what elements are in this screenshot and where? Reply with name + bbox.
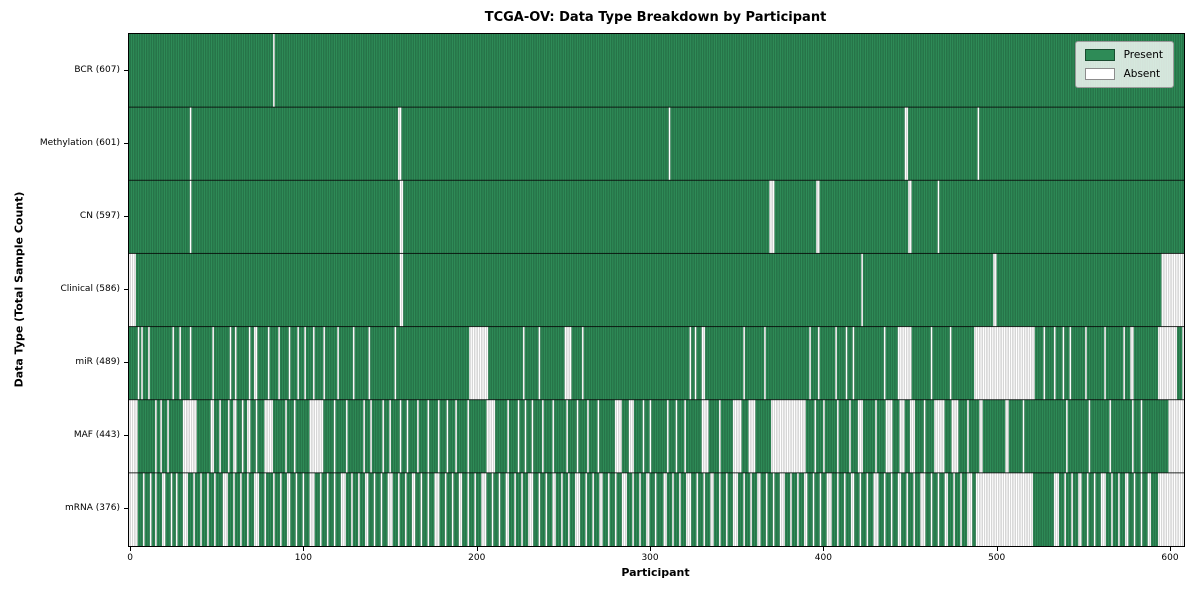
x-tick-label: 200 [468, 553, 486, 563]
y-tick-mark [124, 289, 128, 290]
x-tick-label: 600 [1161, 553, 1179, 563]
legend-entry-absent: Absent [1084, 68, 1163, 80]
y-tick-mark [124, 69, 128, 71]
y-tick-label-Clinical: Clinical (586) [60, 284, 120, 294]
y-tick-label-MAF: MAF (443) [73, 430, 120, 441]
x-tick-mark [476, 547, 478, 551]
x-tick-label: 500 [988, 553, 1006, 563]
x-tick-mark [823, 547, 825, 551]
x-tick-mark [650, 547, 652, 551]
legend-present-swatch [1084, 49, 1115, 61]
x-axis-label: Participant [621, 566, 690, 579]
legend-entry-present: Present [1084, 49, 1163, 61]
x-tick-mark [130, 547, 132, 551]
y-tick-mark [124, 142, 128, 144]
presence-heatmap-canvas [129, 34, 1184, 546]
legend-absent-label: Absent [1123, 68, 1161, 80]
y-tick-mark [124, 215, 128, 217]
legend: Present Absent [1074, 41, 1174, 88]
x-tick-label: 300 [641, 553, 659, 563]
plot-area: Present Absent [128, 33, 1185, 547]
x-tick-label: 0 [127, 553, 133, 563]
y-tick-label-mRNA: mRNA (376) [65, 503, 120, 514]
y-tick-mark [124, 362, 128, 364]
y-tick-label-BCR: BCR (607) [74, 64, 120, 75]
legend-present-label: Present [1123, 49, 1163, 61]
x-tick-label: 100 [294, 553, 312, 563]
y-tick-label-Methylation: Methylation (601) [39, 137, 120, 148]
x-tick-mark [996, 547, 998, 551]
legend-absent-swatch [1084, 68, 1115, 80]
y-tick-label-miR: miR (489) [75, 357, 120, 368]
x-tick-mark [1170, 547, 1171, 551]
y-tick-label-CN: CN (597) [79, 210, 120, 221]
chart-title: TCGA-OV: Data Type Breakdown by Particip… [484, 10, 827, 25]
y-tick-mark [124, 435, 128, 437]
y-tick-mark [124, 508, 128, 510]
x-tick-label: 400 [814, 553, 832, 563]
x-tick-mark [303, 547, 305, 551]
